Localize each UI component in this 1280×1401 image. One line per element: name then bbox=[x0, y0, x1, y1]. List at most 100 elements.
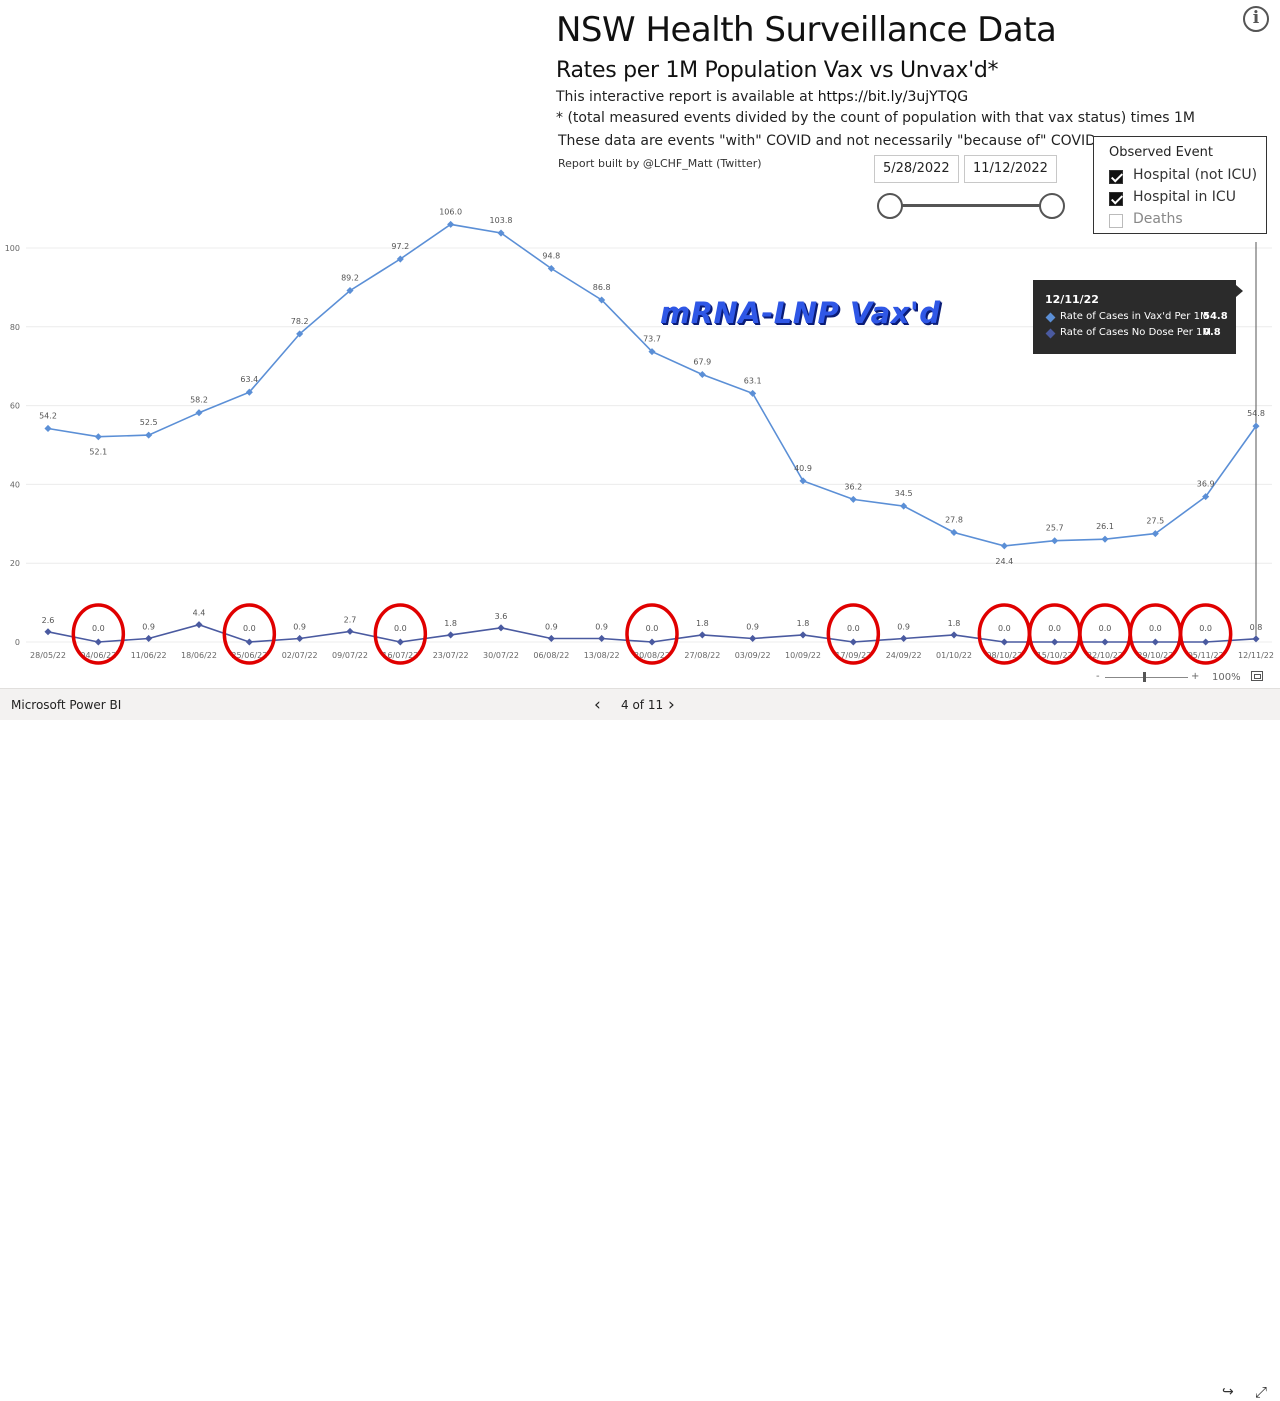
highlight-circle bbox=[222, 603, 277, 665]
zoom-in-button[interactable]: + bbox=[1191, 671, 1200, 682]
data-point bbox=[849, 495, 857, 503]
date-slider-start-handle[interactable] bbox=[877, 193, 903, 219]
end-date-input[interactable]: 11/12/2022 bbox=[964, 155, 1057, 183]
x-tick-label: 16/07/22 bbox=[382, 651, 418, 660]
data-point bbox=[1051, 638, 1059, 646]
data-point bbox=[900, 502, 908, 510]
date-slider-track[interactable] bbox=[888, 204, 1054, 207]
data-point bbox=[900, 634, 908, 642]
zoom-out-button[interactable]: - bbox=[1096, 671, 1100, 682]
info-icon[interactable]: i bbox=[1243, 6, 1269, 32]
data-point bbox=[1202, 638, 1210, 646]
tooltip-label: Rate of Cases in Vax'd Per 1M bbox=[1060, 311, 1209, 322]
y-tick-label: 20 bbox=[10, 559, 20, 568]
report-subtitle: Rates per 1M Population Vax vs Unvax'd* bbox=[556, 58, 999, 83]
expand-icon[interactable]: ⤢ bbox=[1255, 1383, 1268, 1401]
data-label: 0.9 bbox=[293, 622, 306, 631]
data-point bbox=[1101, 535, 1109, 543]
data-label: 103.8 bbox=[490, 216, 513, 225]
x-tick-label: 25/06/22 bbox=[231, 651, 267, 660]
data-point bbox=[195, 409, 203, 417]
overlay-annotation: mRNA-LNP Vax'd bbox=[660, 296, 941, 330]
data-point bbox=[44, 424, 52, 432]
data-label: 58.2 bbox=[190, 396, 208, 405]
data-label: 0.0 bbox=[394, 624, 407, 633]
data-point bbox=[799, 631, 807, 639]
data-point bbox=[849, 638, 857, 646]
y-tick-label: 0 bbox=[15, 638, 20, 647]
data-point bbox=[547, 634, 555, 642]
share-icon[interactable]: ↪ bbox=[1222, 1384, 1234, 1400]
data-point bbox=[648, 638, 656, 646]
x-tick-label: 12/11/22 bbox=[1238, 651, 1274, 660]
data-label: 1.8 bbox=[948, 619, 961, 628]
checkbox-icon[interactable] bbox=[1109, 214, 1123, 228]
data-point bbox=[296, 634, 304, 642]
data-point bbox=[1000, 542, 1008, 550]
bottom-bar: Microsoft Power BI ‹ 4 of 11 › ↪ ⤢ bbox=[0, 688, 1280, 1401]
data-label: 0.0 bbox=[243, 624, 256, 633]
data-point bbox=[950, 631, 958, 639]
data-point bbox=[195, 621, 203, 629]
previous-page-icon[interactable]: ‹ bbox=[594, 695, 601, 715]
start-date-input[interactable]: 5/28/2022 bbox=[874, 155, 959, 183]
data-point bbox=[447, 631, 455, 639]
data-label: 106.0 bbox=[439, 207, 462, 216]
data-label: 86.8 bbox=[593, 283, 611, 292]
report-link[interactable]: https://bit.ly/3ujYTQG bbox=[817, 89, 969, 105]
data-label: 67.9 bbox=[693, 357, 711, 366]
data-point bbox=[950, 528, 958, 537]
data-label: 0.9 bbox=[142, 622, 155, 631]
chart-tooltip: 12/11/22 Rate of Cases in Vax'd Per 1M 5… bbox=[1033, 280, 1243, 354]
data-label: 52.1 bbox=[89, 448, 107, 457]
event-option-label: Hospital in ICU bbox=[1133, 189, 1236, 205]
data-label: 0.9 bbox=[545, 622, 558, 631]
x-tick-label: 02/07/22 bbox=[282, 651, 318, 660]
data-label: 2.6 bbox=[42, 616, 55, 625]
report-link-line: This interactive report is available at … bbox=[556, 89, 968, 105]
data-label: 0.9 bbox=[746, 622, 759, 631]
x-tick-label: 01/10/22 bbox=[936, 651, 972, 660]
data-label: 1.8 bbox=[444, 619, 457, 628]
x-tick-label: 28/05/22 bbox=[30, 651, 66, 660]
date-slider-end-handle[interactable] bbox=[1039, 193, 1065, 219]
data-label: 1.8 bbox=[797, 619, 810, 628]
data-label: 26.1 bbox=[1096, 522, 1114, 531]
data-label: 24.4 bbox=[995, 557, 1013, 566]
data-label: 34.5 bbox=[895, 489, 913, 498]
data-label: 0.0 bbox=[998, 624, 1011, 633]
data-point bbox=[497, 624, 505, 632]
highlight-circle bbox=[71, 603, 126, 665]
data-point bbox=[1000, 638, 1008, 646]
x-tick-label: 30/07/22 bbox=[483, 651, 519, 660]
data-point bbox=[245, 638, 253, 646]
data-label: 52.5 bbox=[140, 418, 158, 427]
report-credit: Report built by @LCHF_Matt (Twitter) bbox=[558, 157, 762, 170]
data-label: 25.7 bbox=[1046, 524, 1064, 533]
data-label: 0.9 bbox=[897, 622, 910, 631]
zoom-slider-handle[interactable] bbox=[1143, 672, 1146, 682]
data-label: 3.6 bbox=[495, 612, 508, 621]
fit-to-page-icon[interactable] bbox=[1251, 671, 1263, 681]
data-label: 0.0 bbox=[92, 624, 105, 633]
data-label: 0.0 bbox=[847, 624, 860, 633]
x-tick-label: 20/08/22 bbox=[634, 651, 670, 660]
tooltip-label: Rate of Cases No Dose Per 1M bbox=[1060, 327, 1212, 338]
report-link-prefix: This interactive report is available at bbox=[556, 89, 818, 105]
next-page-icon[interactable]: › bbox=[668, 695, 675, 715]
tooltip-value: 0.8 bbox=[1203, 327, 1221, 338]
x-tick-label: 11/06/22 bbox=[131, 651, 167, 660]
x-tick-label: 17/09/22 bbox=[835, 651, 871, 660]
data-point bbox=[799, 477, 807, 485]
zoom-slider[interactable] bbox=[1105, 677, 1188, 678]
checkbox-icon[interactable] bbox=[1109, 170, 1123, 184]
checkbox-icon[interactable] bbox=[1109, 192, 1123, 206]
x-tick-label: 24/09/22 bbox=[886, 651, 922, 660]
series-marker-icon bbox=[1045, 312, 1056, 323]
data-point bbox=[497, 229, 505, 237]
data-label: 63.4 bbox=[240, 375, 258, 384]
data-point bbox=[648, 348, 656, 356]
data-label: 1.8 bbox=[696, 619, 709, 628]
data-label: 0.0 bbox=[1099, 624, 1112, 633]
y-tick-label: 80 bbox=[10, 323, 20, 332]
